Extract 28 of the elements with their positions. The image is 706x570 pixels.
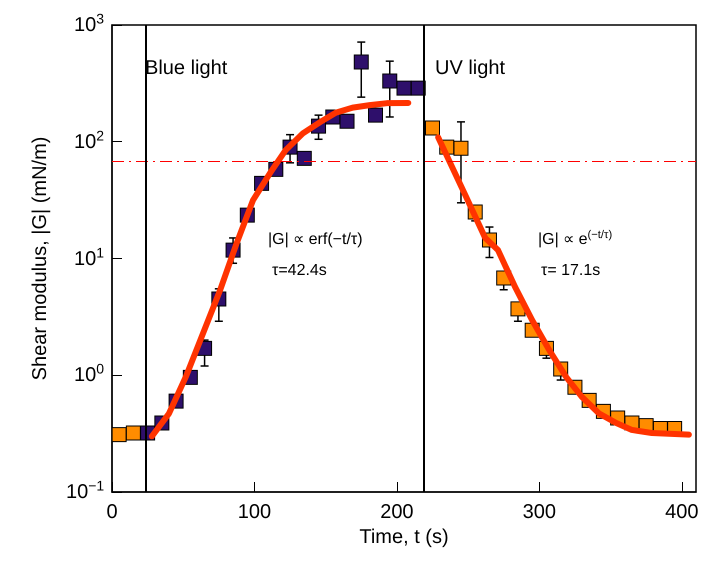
point <box>453 140 468 156</box>
point <box>112 427 127 442</box>
y-tick-label: 10$^{2}$ <box>74 127 104 153</box>
x-axis-title: Time, t (s) <box>359 526 449 548</box>
point <box>354 54 369 70</box>
x-tick-label: 100 <box>238 501 272 523</box>
y-tick-label: 10$^{0}$ <box>74 360 104 386</box>
y-tick-label: 10$^{1}$ <box>74 244 104 270</box>
point <box>368 108 384 123</box>
point <box>382 74 398 89</box>
annotation: UV light <box>435 57 506 79</box>
y-tick-label: 10$^{3}$ <box>74 10 104 36</box>
x-tick-label: 0 <box>106 501 118 523</box>
point <box>396 80 412 96</box>
annotation: τ=42.4s <box>272 262 327 279</box>
x-tick-label: 400 <box>665 501 698 523</box>
annotation: Blue light <box>145 57 228 79</box>
point <box>296 150 312 166</box>
y-tick-label: 10$^{−1}$ <box>66 477 104 503</box>
annotation: |G| ∝ erf(−t/τ) <box>268 231 363 248</box>
x-tick-label: 200 <box>380 501 414 523</box>
point <box>424 120 440 136</box>
annotation: |G| ∝ e$^{(−t/τ)}$ <box>538 228 612 248</box>
point <box>340 114 355 129</box>
x-tick-label: 300 <box>522 501 556 523</box>
y-axis-title: Shear modulus, |G| (mN/m) <box>29 136 51 380</box>
annotation: τ= 17.1s <box>541 262 600 279</box>
point <box>126 426 141 441</box>
